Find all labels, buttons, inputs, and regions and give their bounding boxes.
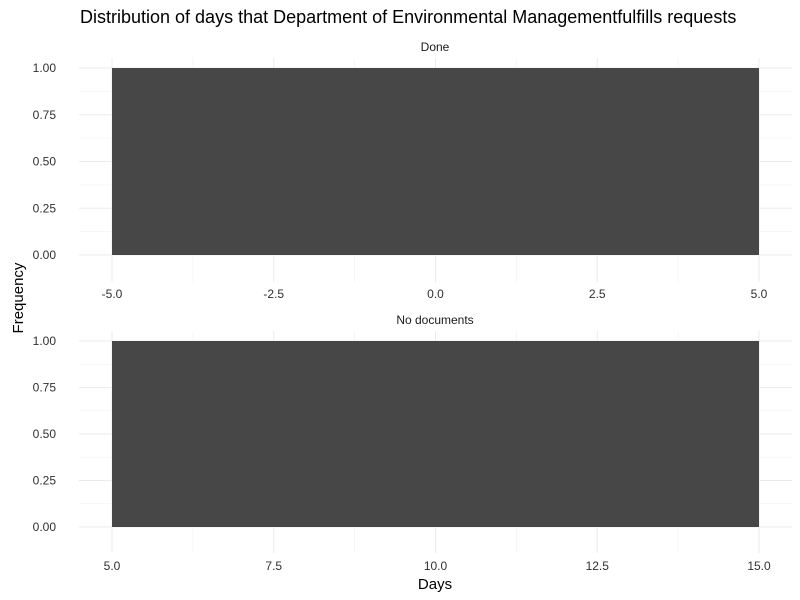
x-tick-label: 0.0	[427, 287, 444, 301]
facet-panel-1: Done 0.00 0.25 0.50 0.75 1.00 -5.0 -2.5 0.0 2.5 5.…	[33, 40, 792, 301]
y-tick-label: 1.00	[33, 334, 57, 348]
x-tick-label: 10.0	[424, 559, 448, 573]
y-tick-label: 0.75	[33, 108, 57, 122]
y-axis-title: Frequency	[10, 262, 27, 333]
facet-strip-label: Done	[421, 40, 450, 54]
y-tick-label: 0.00	[33, 248, 57, 262]
x-tick-label: 5.0	[751, 287, 768, 301]
y-tick-label: 0.50	[33, 427, 57, 441]
y-tick-label: 1.00	[33, 61, 57, 75]
x-axis-title: Days	[418, 576, 452, 593]
x-tick-label: 5.0	[104, 559, 121, 573]
y-tick-label: 0.50	[33, 155, 57, 169]
histogram-bar	[112, 68, 759, 255]
y-tick-label: 0.00	[33, 520, 57, 534]
x-tick-label: 7.5	[265, 559, 282, 573]
chart-title: Distribution of days that Department of …	[80, 7, 736, 27]
x-tick-label: 15.0	[747, 559, 771, 573]
y-tick-label: 0.75	[33, 381, 57, 395]
facet-strip-label: No documents	[396, 313, 473, 327]
x-tick-label: 2.5	[589, 287, 606, 301]
y-tick-label: 0.25	[33, 201, 57, 215]
histogram-bar	[112, 341, 759, 527]
facet-panel-2: No documents 0.00 0.25 0.50 0.75 1.00 5.0 7.5 10…	[33, 313, 792, 573]
x-tick-label: -2.5	[263, 287, 284, 301]
facet-panels: Done 0.00 0.25 0.50 0.75 1.00 -5.0 -2.5 0.0 2.5 5.…	[33, 40, 792, 573]
x-tick-label: -5.0	[102, 287, 123, 301]
x-tick-label: 12.5	[586, 559, 610, 573]
y-tick-label: 0.25	[33, 474, 57, 488]
